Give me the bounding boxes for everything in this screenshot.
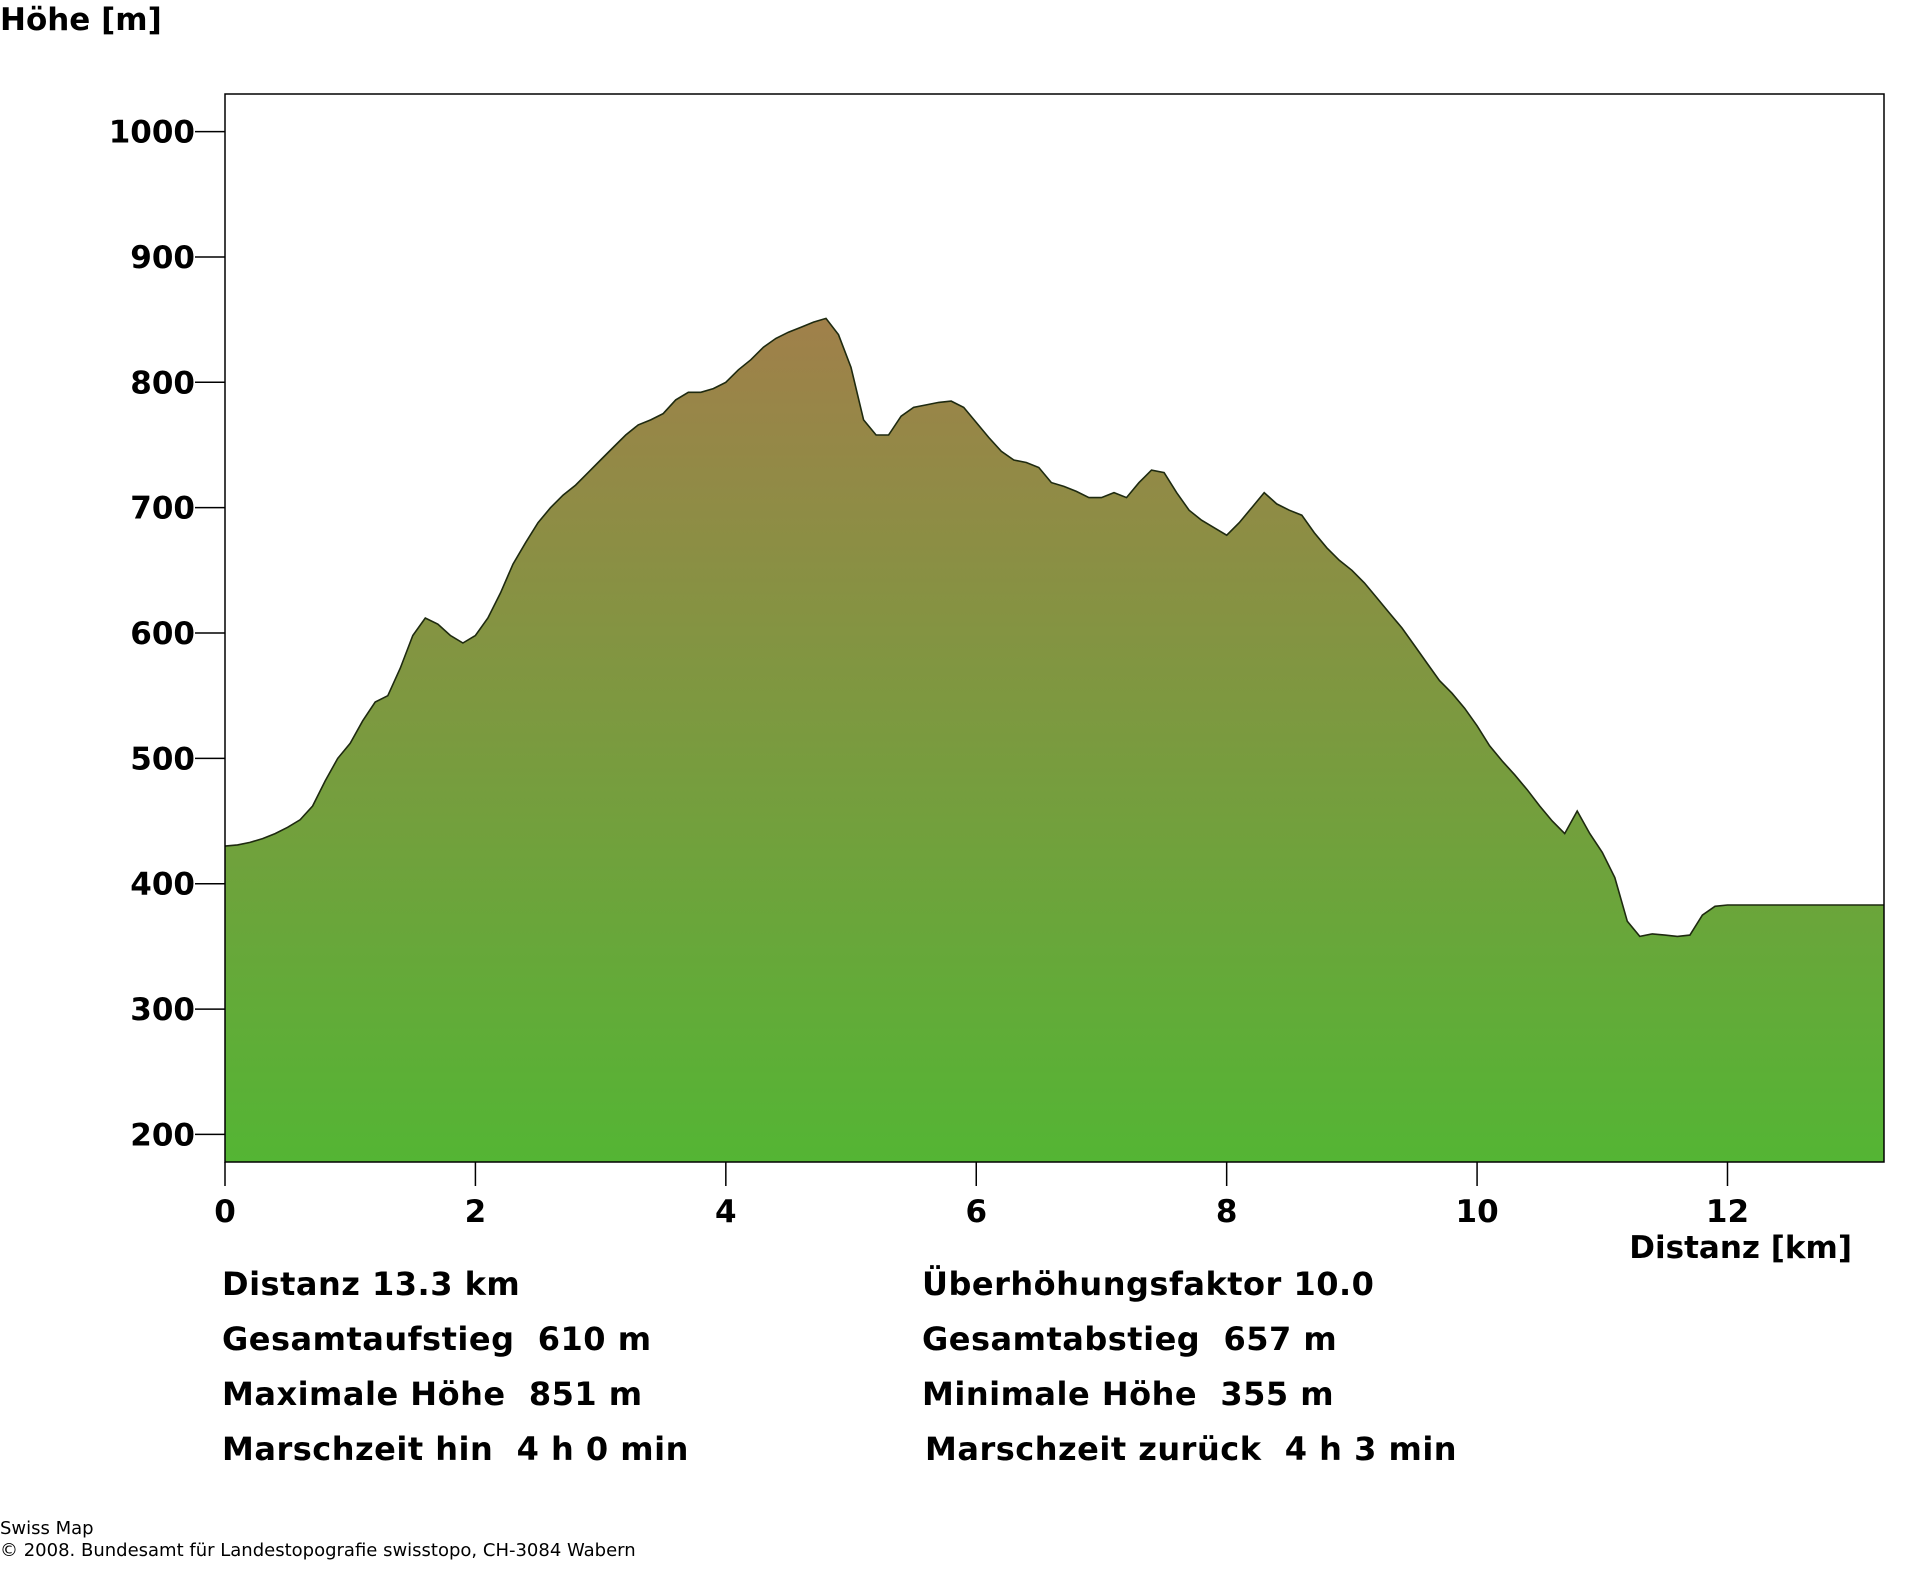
y-tick-label: 200 — [130, 1117, 195, 1153]
route-statistics: Distanz 13.3 km Überhöhungsfaktor 10.0 G… — [0, 1255, 1920, 1485]
x-tick-label: 0 — [214, 1194, 236, 1230]
elevation-line — [224, 317, 1884, 938]
y-tick-label: 1000 — [109, 115, 195, 151]
stat-ascent: Gesamtaufstieg 610 m — [222, 1320, 652, 1358]
stat-max-height: Maximale Höhe 851 m — [222, 1375, 643, 1413]
elevation-profile-chart: Höhe [m] 200 300 400 500 600 700 800 900 1000 0 2… — [0, 2, 1885, 1266]
y-tick-label: 600 — [130, 616, 195, 652]
y-axis-label: Höhe [m] — [0, 2, 162, 38]
x-tick-label: 4 — [715, 1194, 737, 1230]
footer-copyright: © 2008. Bundesamt für Landestopografie s… — [0, 1540, 636, 1561]
stat-min-height: Minimale Höhe 355 m — [922, 1375, 1335, 1413]
y-tick-label: 700 — [130, 491, 195, 527]
y-tick-label: 900 — [130, 240, 195, 276]
x-tick-label: 6 — [965, 1194, 987, 1230]
copyright-footer: Swiss Map © 2008. Bundesamt für Landesto… — [0, 1518, 636, 1562]
x-tick-label: 12 — [1706, 1194, 1749, 1230]
x-tick-label: 10 — [1456, 1194, 1499, 1230]
stat-time-out: Marschzeit hin 4 h 0 min — [222, 1430, 689, 1468]
stat-descent: Gesamtabstieg 657 m — [922, 1320, 1338, 1358]
stat-exaggeration: Überhöhungsfaktor 10.0 — [922, 1265, 1375, 1303]
stat-distance: Distanz 13.3 km — [222, 1265, 521, 1303]
elevation-area — [225, 318, 1884, 1162]
x-tick-label: 2 — [465, 1194, 487, 1230]
plot-frame — [224, 93, 1885, 1163]
x-axis-label: Distanz [km] — [1629, 1230, 1852, 1266]
y-tick-label: 400 — [130, 867, 195, 903]
y-tick-label: 500 — [130, 741, 195, 777]
y-tick-label: 800 — [130, 365, 195, 401]
stat-time-back: Marschzeit zurück 4 h 3 min — [925, 1430, 1458, 1468]
x-tick-label: 8 — [1216, 1194, 1238, 1230]
footer-source: Swiss Map — [0, 1518, 94, 1539]
y-tick-label: 300 — [130, 992, 195, 1028]
